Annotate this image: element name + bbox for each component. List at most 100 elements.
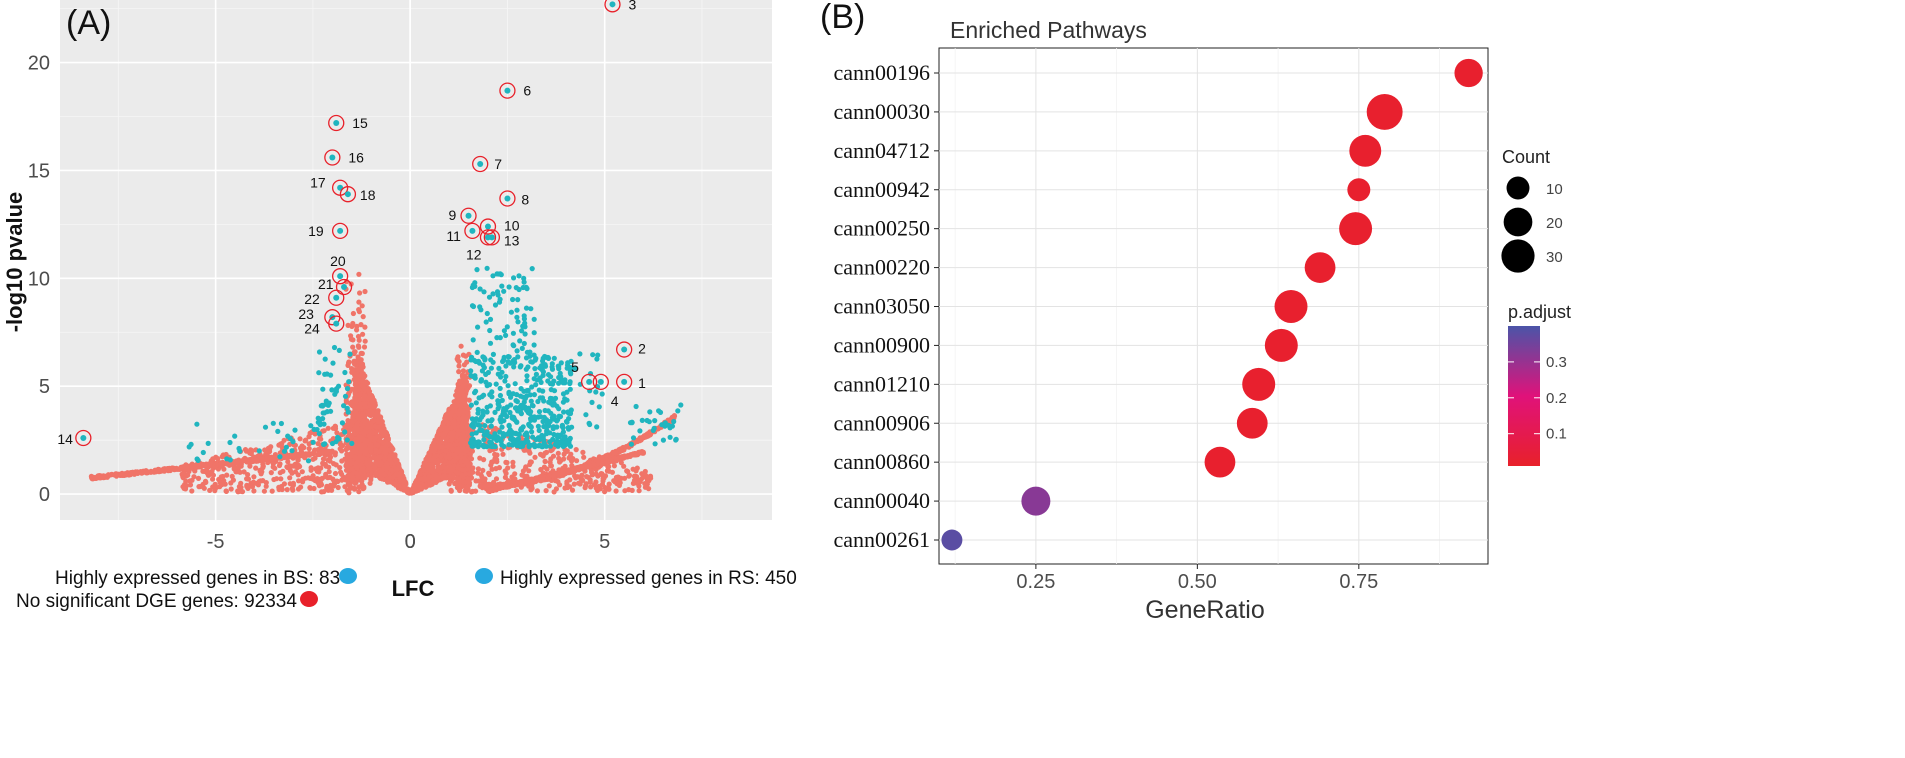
volcano-point: [464, 425, 470, 431]
volcano-point: [519, 345, 525, 351]
volcano-point: [294, 464, 300, 471]
volcano-point: [195, 475, 202, 481]
volcano-point: [455, 470, 461, 476]
volcano-point: [553, 471, 559, 477]
volcano-point: [187, 478, 193, 484]
volcano-point: [311, 485, 317, 492]
volcano-point: [361, 374, 367, 380]
volcano-point: [436, 431, 442, 437]
volcano-point: [352, 404, 358, 410]
volcano-point: [460, 383, 466, 389]
volcano-point: [373, 448, 379, 454]
volcano-point: [618, 475, 624, 481]
volcano-point: [477, 423, 483, 429]
volcano-point: [517, 443, 523, 449]
volcano-point: [521, 388, 527, 394]
volcano-point: [499, 442, 505, 448]
volcano-point: [447, 415, 453, 421]
volcano-point: [177, 466, 183, 472]
volcano-point: [580, 449, 586, 455]
volcano-point: [514, 307, 520, 313]
volcano-point: [314, 476, 320, 482]
volcano-point: [473, 430, 479, 436]
volcano-point: [349, 471, 355, 478]
volcano-point: [631, 451, 638, 457]
volcano-point: [533, 371, 540, 377]
volcano-point: [164, 466, 170, 472]
volcano-point: [364, 438, 370, 444]
volcano-point: [368, 443, 374, 449]
volcano-point: [566, 440, 572, 446]
volcano-point: [321, 489, 327, 495]
volcano-point: [354, 393, 360, 399]
volcano-point: [458, 451, 464, 457]
volcano-point: [297, 451, 303, 457]
volcano-point: [297, 436, 303, 442]
volcano-point: [534, 475, 540, 481]
volcano-point: [380, 422, 386, 428]
volcano-point: [505, 383, 511, 389]
volcano-point: [610, 450, 616, 456]
volcano-point: [245, 459, 251, 465]
volcano-point: [567, 477, 573, 483]
volcano-point: [536, 409, 543, 415]
volcano-point: [489, 487, 495, 493]
volcano-point: [481, 365, 487, 371]
volcano-point: [263, 483, 269, 489]
volcano-point: [210, 456, 216, 462]
volcano-point: [205, 463, 211, 469]
volcano-point: [532, 454, 538, 460]
volcano-point: [526, 468, 532, 474]
volcano-point: [558, 360, 564, 366]
volcano-point: [574, 458, 580, 464]
volcano-point: [478, 377, 485, 383]
volcano-point: [179, 471, 185, 477]
volcano-point: [635, 479, 642, 485]
volcano-point: [362, 386, 368, 392]
volcano-point: [600, 476, 606, 482]
volcano-point: [350, 344, 356, 350]
volcano-point: [356, 299, 362, 305]
volcano-point: [224, 472, 230, 478]
volcano-point: [458, 459, 464, 465]
volcano-point: [261, 488, 267, 494]
volcano-point: [203, 479, 209, 485]
volcano-point: [512, 440, 518, 446]
volcano-point: [456, 416, 462, 422]
volcano-point: [642, 484, 649, 490]
volcano-point: [540, 388, 546, 394]
volcano-point: [218, 474, 224, 480]
volcano-point: [253, 465, 259, 471]
volcano-point: [374, 410, 380, 416]
volcano-point: [498, 419, 504, 425]
volcano-point: [547, 439, 553, 445]
volcano-point: [302, 452, 308, 458]
volcano-point: [506, 389, 512, 395]
volcano-point: [539, 443, 545, 449]
volcano-point: [473, 416, 479, 422]
volcano-point: [512, 482, 518, 488]
volcano-point: [276, 486, 282, 493]
volcano-point: [356, 489, 362, 495]
volcano-point: [371, 417, 377, 423]
volcano-point: [349, 369, 355, 375]
volcano-point: [571, 481, 577, 487]
volcano-point: [527, 477, 533, 483]
volcano-point: [518, 363, 524, 369]
volcano-point: [498, 374, 504, 380]
volcano-point: [581, 454, 587, 460]
volcano-point: [486, 470, 492, 476]
volcano-point: [392, 457, 398, 463]
volcano-point: [245, 472, 251, 478]
volcano-point: [362, 419, 368, 425]
volcano-point: [457, 408, 463, 414]
volcano-point: [228, 486, 234, 492]
volcano-point: [355, 343, 361, 349]
volcano-point: [385, 464, 391, 471]
volcano-point: [461, 467, 467, 473]
volcano-point: [409, 487, 415, 494]
volcano-point: [264, 455, 270, 461]
volcano-point: [382, 447, 388, 453]
volcano-point: [219, 480, 225, 486]
volcano-point: [343, 447, 349, 453]
